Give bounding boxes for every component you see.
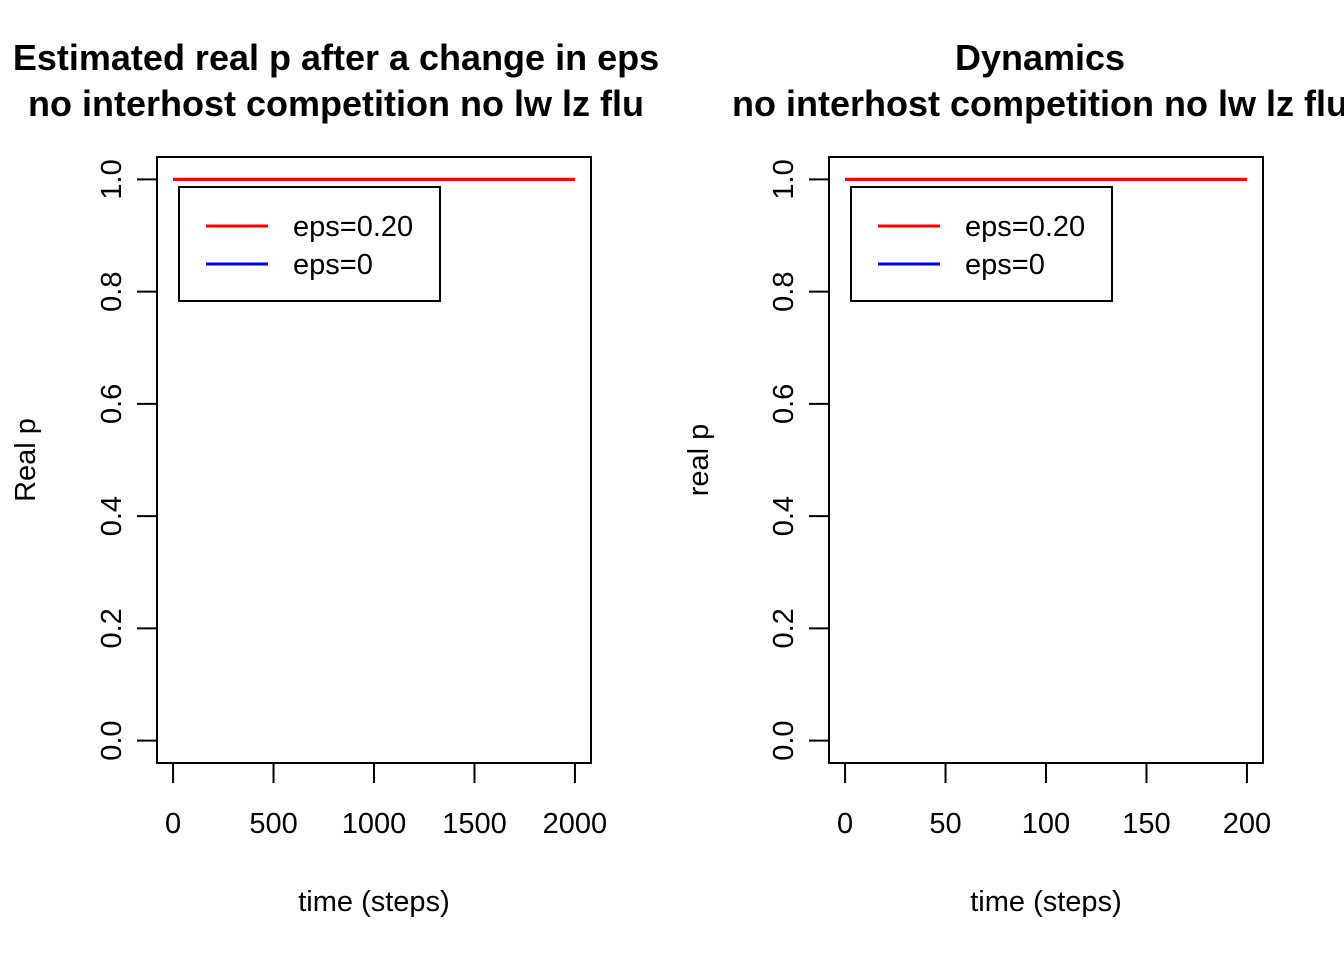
x-tick-label: 100 (1022, 808, 1070, 840)
x-tick-label: 1500 (442, 808, 507, 840)
y-tick-label: 0.6 (96, 384, 128, 424)
x-tick-label: 500 (249, 808, 297, 840)
chart-title: Dynamics (955, 37, 1125, 78)
legend-frame (179, 187, 440, 301)
y-tick-label: 1.0 (96, 159, 128, 199)
y-tick-label: 0.8 (96, 271, 128, 311)
x-axis-label: time (steps) (298, 886, 449, 918)
x-tick-label: 0 (837, 808, 853, 840)
y-axis-label: real p (683, 424, 715, 497)
chart-subtitle: no interhost competition no lw lz flu (28, 83, 644, 124)
chart-panel-2: Dynamics no interhost competition no lw l… (683, 37, 1344, 918)
x-tick-label: 0 (165, 808, 181, 840)
y-tick-label: 0.2 (768, 608, 800, 648)
x-tick-label: 50 (929, 808, 961, 840)
chart-panel-1: Estimated real p after a change in eps no… (10, 37, 659, 918)
legend-label: eps=0.20 (293, 211, 413, 243)
y-tick-label: 0.4 (96, 496, 128, 536)
y-tick-label: 0.6 (768, 384, 800, 424)
y-tick-label: 1.0 (768, 159, 800, 199)
y-axis-label: Real p (10, 418, 42, 502)
y-tick-label: 0.0 (96, 720, 128, 760)
y-tick-label: 0.2 (96, 608, 128, 648)
x-tick-label: 200 (1223, 808, 1271, 840)
legend-frame (851, 187, 1112, 301)
y-tick-label: 0.8 (768, 271, 800, 311)
x-tick-label: 2000 (543, 808, 608, 840)
x-tick-label: 150 (1122, 808, 1170, 840)
legend-label: eps=0 (965, 249, 1045, 281)
legend: eps=0.20 eps=0 (179, 187, 440, 301)
x-tick-label: 1000 (342, 808, 407, 840)
legend-label: eps=0 (293, 249, 373, 281)
y-tick-label: 0.4 (768, 496, 800, 536)
y-tick-label: 0.0 (768, 720, 800, 760)
x-axis-label: time (steps) (970, 886, 1121, 918)
legend: eps=0.20 eps=0 (851, 187, 1112, 301)
chart-title: Estimated real p after a change in eps (13, 37, 659, 78)
chart-subtitle: no interhost competition no lw lz flu (732, 83, 1344, 124)
legend-label: eps=0.20 (965, 211, 1085, 243)
